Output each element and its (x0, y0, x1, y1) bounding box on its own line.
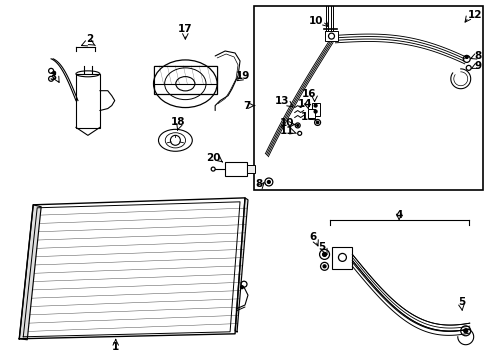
Text: 17: 17 (178, 24, 192, 34)
Bar (153, 66, 217, 84)
Bar (311, 103, 319, 117)
Text: 2: 2 (86, 34, 93, 44)
Text: 20: 20 (205, 153, 220, 163)
Text: 6: 6 (308, 231, 316, 242)
Text: 9: 9 (473, 61, 480, 71)
Circle shape (267, 180, 270, 184)
Text: 8: 8 (255, 179, 262, 189)
Text: 16: 16 (301, 89, 315, 99)
Text: 5: 5 (317, 243, 325, 252)
Bar (324, 31, 338, 41)
Circle shape (313, 104, 316, 107)
Text: 10: 10 (308, 16, 322, 26)
Circle shape (240, 286, 243, 289)
Polygon shape (235, 198, 247, 332)
Text: 7: 7 (243, 100, 250, 111)
Circle shape (323, 265, 325, 268)
Text: 8: 8 (473, 51, 480, 61)
Text: 13: 13 (274, 96, 288, 105)
Bar (76, 74, 100, 129)
Text: 19: 19 (235, 71, 250, 81)
Bar (332, 247, 352, 269)
Circle shape (322, 252, 326, 256)
Circle shape (464, 55, 468, 58)
Circle shape (296, 125, 298, 126)
Text: 1: 1 (112, 342, 119, 352)
Text: 4: 4 (395, 210, 402, 220)
Text: 12: 12 (467, 10, 481, 20)
Circle shape (316, 121, 318, 123)
Polygon shape (19, 205, 41, 340)
Text: 10: 10 (279, 118, 293, 129)
Bar (224, 162, 246, 176)
Bar (253, 6, 482, 190)
Text: 3: 3 (49, 72, 57, 82)
Circle shape (53, 71, 56, 74)
Text: 18: 18 (171, 117, 185, 127)
Bar (246, 165, 254, 173)
Circle shape (463, 329, 467, 333)
Text: 5: 5 (457, 297, 465, 307)
Circle shape (313, 110, 316, 113)
Text: 11: 11 (279, 126, 293, 136)
Bar (153, 66, 217, 94)
Bar (307, 109, 314, 118)
Text: 14: 14 (297, 99, 311, 109)
Text: 15: 15 (300, 112, 314, 122)
